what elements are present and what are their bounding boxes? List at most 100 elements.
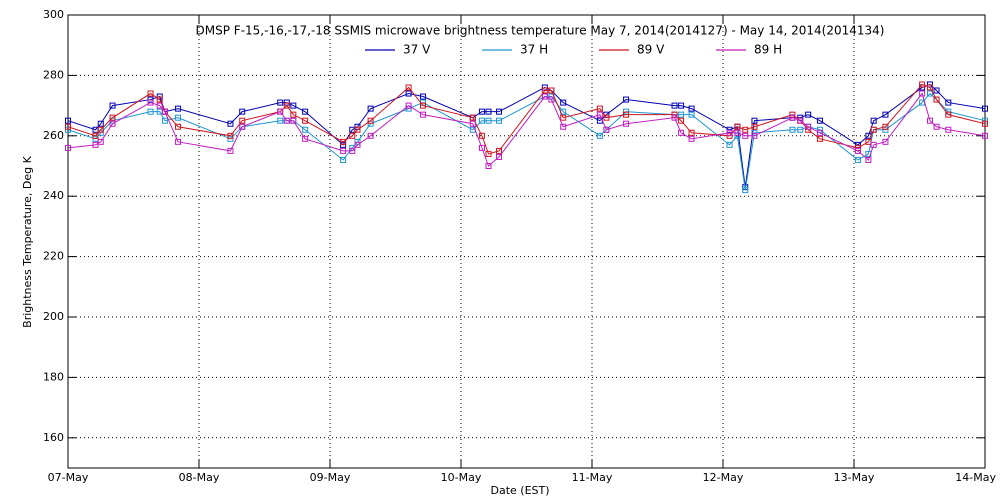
point-marker: [688, 105, 695, 112]
point-marker: [671, 111, 678, 118]
point-marker: [147, 108, 154, 115]
point-marker: [302, 135, 309, 142]
point-marker: [933, 96, 940, 103]
point-marker: [933, 123, 940, 130]
y-axis-label: Brightness Temperature, Deg K: [21, 155, 34, 327]
y-tick-label: 220: [43, 250, 64, 263]
point-marker: [65, 123, 71, 130]
point-marker: [678, 117, 685, 124]
point-marker: [805, 111, 812, 118]
point-marker: [283, 117, 290, 124]
point-marker: [175, 114, 182, 121]
point-marker: [678, 129, 685, 136]
point-marker: [420, 102, 427, 109]
point-marker: [92, 132, 99, 139]
point-marker: [340, 156, 347, 163]
x-axis-label: Date (EST): [490, 484, 549, 497]
point-marker: [97, 120, 104, 127]
point-marker: [882, 123, 889, 130]
y-tick-label: 260: [43, 129, 64, 142]
legend-label: 89 H: [754, 43, 782, 57]
y-tick-label: 180: [43, 370, 64, 383]
point-marker: [623, 111, 630, 118]
point-marker: [688, 135, 695, 142]
point-marker: [161, 108, 168, 115]
point-marker: [239, 117, 246, 124]
point-marker: [302, 117, 309, 124]
point-marker: [623, 108, 630, 115]
point-marker: [945, 99, 952, 106]
point-marker: [926, 117, 933, 124]
point-marker: [541, 87, 548, 94]
point-marker: [688, 129, 695, 136]
point-marker: [485, 108, 492, 115]
point-marker: [678, 102, 685, 109]
point-marker: [405, 102, 412, 109]
point-marker: [156, 96, 163, 103]
point-marker: [671, 114, 678, 121]
point-marker: [982, 132, 988, 139]
point-marker: [982, 117, 988, 124]
point-marker: [227, 120, 234, 127]
y-tick-label: 200: [43, 310, 64, 323]
point-marker: [919, 81, 926, 88]
point-marker: [982, 105, 988, 112]
point-marker: [751, 123, 758, 130]
point-marker: [926, 90, 933, 97]
point-marker: [495, 117, 502, 124]
point-marker: [495, 108, 502, 115]
point-marker: [854, 156, 861, 163]
point-marker: [816, 117, 823, 124]
point-marker: [367, 117, 374, 124]
point-marker: [340, 147, 347, 154]
point-marker: [97, 138, 104, 145]
y-tick-label: 240: [43, 189, 64, 202]
point-marker: [227, 147, 234, 154]
point-marker: [97, 126, 104, 133]
point-marker: [882, 111, 889, 118]
point-marker: [302, 126, 309, 133]
point-marker: [734, 129, 741, 136]
point-marker: [560, 99, 567, 106]
point-marker: [175, 123, 182, 130]
point-marker: [945, 111, 952, 118]
point-marker: [405, 84, 412, 91]
point-marker: [469, 120, 476, 127]
point-marker: [854, 147, 861, 154]
point-marker: [596, 132, 603, 139]
point-marker: [816, 135, 823, 142]
point-marker: [797, 126, 804, 133]
point-marker: [290, 111, 297, 118]
point-marker: [277, 99, 284, 106]
point-marker: [726, 132, 733, 139]
point-marker: [596, 105, 603, 112]
series-line: [67, 92, 986, 167]
point-marker: [933, 87, 940, 94]
point-marker: [109, 114, 116, 121]
point-marker: [109, 120, 116, 127]
point-marker: [340, 138, 347, 145]
point-marker: [726, 129, 733, 136]
point-marker: [603, 114, 610, 121]
point-marker: [290, 117, 297, 124]
point-marker: [354, 126, 361, 133]
point-marker: [688, 111, 695, 118]
point-marker: [751, 117, 758, 124]
point-marker: [623, 120, 630, 127]
point-marker: [478, 117, 485, 124]
point-marker: [742, 126, 749, 133]
point-marker: [302, 108, 309, 115]
point-marker: [354, 141, 361, 148]
point-marker: [349, 147, 356, 154]
point-marker: [919, 90, 926, 97]
y-tick-label: 300: [43, 8, 64, 21]
point-marker: [678, 111, 685, 118]
legend-label: 37 H: [520, 43, 548, 57]
point-marker: [596, 111, 603, 118]
point-marker: [726, 141, 733, 148]
point-marker: [147, 99, 154, 106]
point-marker: [485, 117, 492, 124]
x-tick-label: 12-May: [703, 471, 744, 484]
